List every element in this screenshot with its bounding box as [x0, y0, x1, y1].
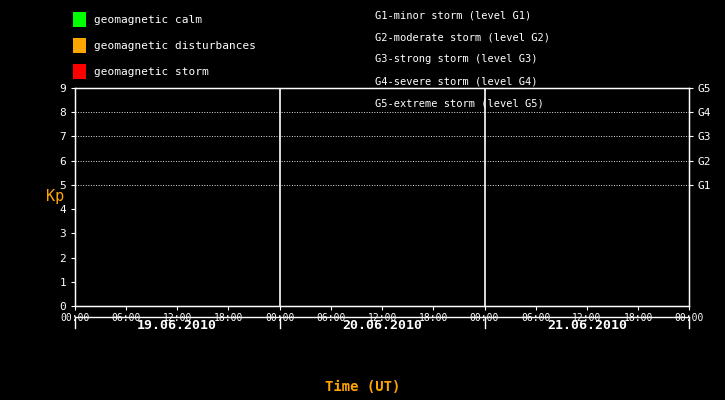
Text: 21.06.2010: 21.06.2010	[547, 319, 627, 332]
Text: geomagnetic calm: geomagnetic calm	[94, 15, 202, 25]
Text: geomagnetic disturbances: geomagnetic disturbances	[94, 41, 256, 51]
Y-axis label: Kp: Kp	[46, 190, 65, 204]
Text: geomagnetic storm: geomagnetic storm	[94, 67, 209, 77]
Text: 19.06.2010: 19.06.2010	[137, 319, 218, 332]
Text: G1-minor storm (level G1): G1-minor storm (level G1)	[375, 10, 531, 20]
Text: G2-moderate storm (level G2): G2-moderate storm (level G2)	[375, 32, 550, 42]
Text: G4-severe storm (level G4): G4-severe storm (level G4)	[375, 76, 537, 86]
Text: 20.06.2010: 20.06.2010	[342, 319, 422, 332]
Text: G5-extreme storm (level G5): G5-extreme storm (level G5)	[375, 98, 544, 108]
Text: Time (UT): Time (UT)	[325, 380, 400, 394]
Text: G3-strong storm (level G3): G3-strong storm (level G3)	[375, 54, 537, 64]
